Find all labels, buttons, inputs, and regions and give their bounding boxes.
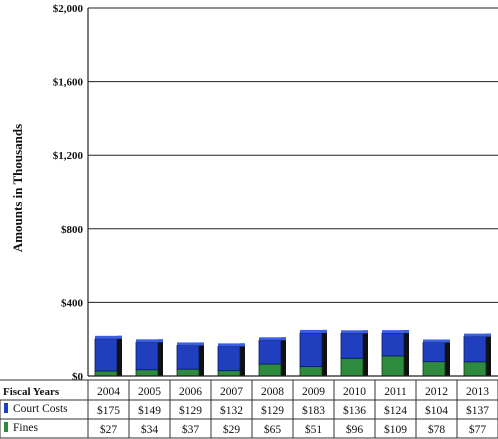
bar-top — [382, 330, 409, 334]
data-label-fines: $29 — [223, 423, 241, 436]
bar-top — [259, 337, 286, 341]
data-label-fines: $37 — [182, 423, 200, 436]
data-label-court-costs: $124 — [384, 404, 407, 417]
data-label-fines: $51 — [305, 423, 323, 436]
table-cells: 2004 $175 $27 2005 $149 $34 2006 $129 $37 2007 $13… — [97, 386, 489, 436]
legend-swatch-fines — [4, 422, 8, 432]
bar-top — [177, 342, 204, 346]
bar-depth — [199, 342, 204, 376]
bar-fines-2005 — [135, 369, 159, 377]
table-row-label-court-costs: Court Costs — [13, 403, 68, 415]
gridlines — [88, 7, 498, 303]
bar-fines-2008 — [258, 363, 282, 377]
x-tick-label: 2013 — [466, 386, 489, 398]
bar-court-costs-2008 — [258, 339, 282, 365]
bar-fines-2004 — [94, 370, 118, 377]
y-tick-label: $0 — [72, 371, 84, 383]
y-tick-label: $800 — [61, 224, 84, 236]
data-label-fines: $77 — [469, 423, 487, 436]
data-label-court-costs: $137 — [466, 404, 489, 417]
bar-group-2010 — [340, 330, 368, 377]
bar-group-2009 — [299, 329, 327, 377]
x-tick-label: 2004 — [97, 386, 120, 398]
bar-fines-2013 — [463, 361, 487, 377]
data-label-fines: $65 — [264, 423, 282, 436]
bar-court-costs-2013 — [463, 336, 487, 363]
table-header-fiscal-years: Fiscal Years — [3, 386, 60, 398]
data-label-court-costs: $149 — [138, 404, 161, 417]
bar-fines-2010 — [340, 357, 364, 377]
bar-group-2011 — [381, 330, 409, 377]
bar-top — [300, 329, 327, 333]
bar-group-2004 — [94, 335, 122, 377]
data-label-court-costs: $132 — [220, 404, 243, 417]
bar-depth — [322, 329, 327, 376]
bar-group-2012 — [422, 339, 450, 377]
bar-court-costs-2011 — [381, 332, 405, 357]
bar-depth — [240, 343, 245, 376]
bar-fines-2011 — [381, 355, 405, 377]
data-label-fines: $78 — [428, 423, 446, 436]
x-tick-label: 2010 — [343, 386, 366, 398]
bar-fines-2006 — [176, 368, 200, 377]
data-label-fines: $109 — [384, 423, 407, 436]
bar-top — [95, 335, 122, 339]
y-tick-label: $1,600 — [53, 77, 84, 89]
bar-fines-2009 — [299, 366, 323, 377]
bar-group-2005 — [135, 339, 163, 377]
data-label-court-costs: $175 — [97, 404, 120, 417]
x-tick-label: 2011 — [384, 386, 407, 398]
data-label-court-costs: $129 — [179, 404, 202, 417]
table-row-label-fines: Fines — [13, 422, 38, 434]
x-tick-label: 2012 — [425, 386, 448, 398]
legend-swatch-court-costs — [4, 403, 8, 413]
y-tick-label: $400 — [61, 297, 84, 309]
bar-depth — [363, 330, 368, 376]
bar-court-costs-2005 — [135, 341, 159, 371]
x-tick-label: 2005 — [138, 386, 161, 398]
bar-top — [341, 330, 368, 334]
bar-group-2008 — [258, 337, 286, 377]
data-label-fines: $34 — [141, 423, 159, 436]
y-tick-label: $2,000 — [53, 3, 84, 15]
bar-court-costs-2006 — [176, 345, 200, 370]
x-tick-label: 2006 — [179, 386, 202, 398]
bar-group-2007 — [217, 343, 245, 377]
bar-group-2006 — [176, 342, 204, 377]
bar-fines-2007 — [217, 370, 241, 377]
bar-depth — [486, 333, 491, 376]
data-label-fines: $96 — [346, 423, 364, 436]
bar-top — [136, 339, 163, 343]
bar-court-costs-2004 — [94, 338, 118, 372]
data-label-court-costs: $104 — [425, 404, 448, 417]
x-tick-label: 2009 — [302, 386, 325, 398]
bar-court-costs-2007 — [217, 345, 241, 372]
y-tick-label: $1,200 — [53, 150, 84, 162]
data-label-court-costs: $183 — [302, 404, 325, 417]
bar-depth — [117, 335, 122, 376]
bar-court-costs-2009 — [299, 332, 323, 368]
data-label-court-costs: $129 — [261, 404, 284, 417]
y-tick-labels: $0 $400 $800 $1,200 $1,600 $2,000 — [53, 3, 84, 383]
bar-top — [218, 343, 245, 347]
bar-top — [464, 333, 491, 337]
bar-depth — [158, 339, 163, 376]
data-label-fines: $27 — [100, 423, 118, 436]
data-label-court-costs: $136 — [343, 404, 366, 417]
y-axis-label: Amounts in Thousands — [10, 124, 25, 252]
bars — [94, 329, 491, 377]
table-grid — [0, 379, 498, 439]
bar-fines-2012 — [422, 361, 446, 377]
bar-top — [423, 339, 450, 343]
bar-depth — [445, 339, 450, 376]
bar-depth — [281, 337, 286, 376]
bar-court-costs-2012 — [422, 342, 446, 363]
bar-depth — [404, 330, 409, 376]
bar-group-2013 — [463, 333, 491, 377]
x-tick-label: 2007 — [220, 386, 243, 398]
x-tick-label: 2008 — [261, 386, 284, 398]
bar-court-costs-2010 — [340, 332, 364, 359]
data-table: Fiscal Years Court Costs Fines 2004 $175 $… — [0, 379, 498, 439]
